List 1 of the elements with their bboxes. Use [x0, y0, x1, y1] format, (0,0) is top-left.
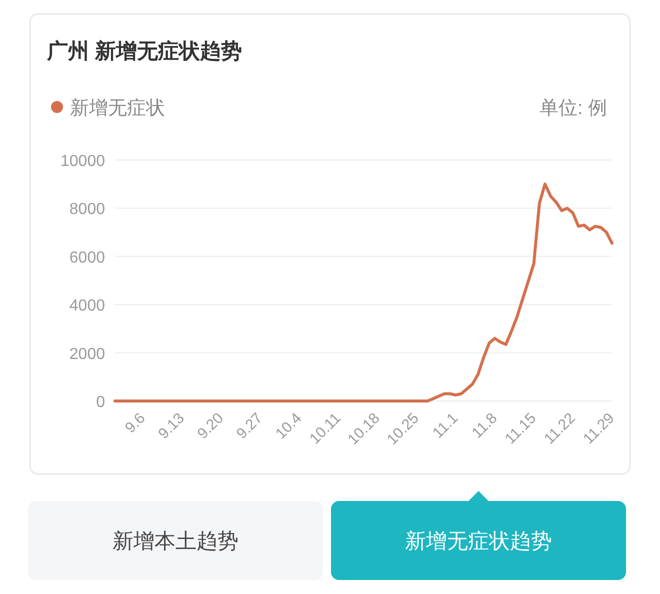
title: 广州 新增无症状趋势: [47, 40, 242, 63]
